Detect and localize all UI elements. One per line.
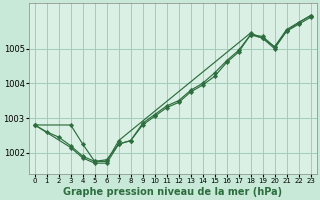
- X-axis label: Graphe pression niveau de la mer (hPa): Graphe pression niveau de la mer (hPa): [63, 187, 282, 197]
